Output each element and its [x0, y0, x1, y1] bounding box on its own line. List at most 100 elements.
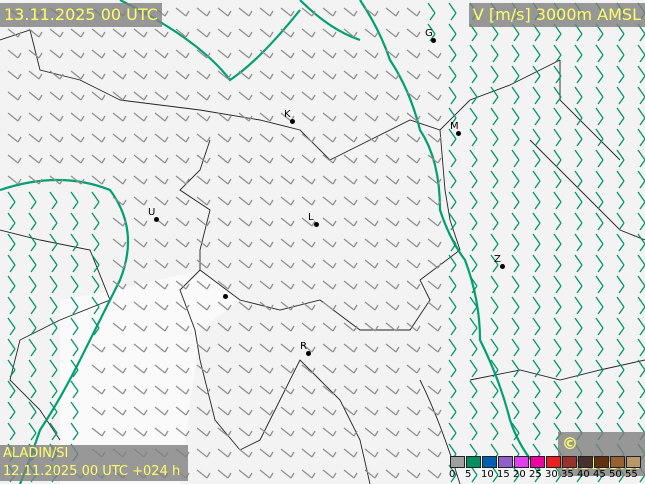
wind-barb [637, 233, 645, 252]
wind-barb [259, 217, 274, 227]
wind-barb [280, 343, 295, 353]
wind-barb [574, 254, 583, 273]
wind-barb [280, 175, 295, 185]
wind-barb [133, 133, 148, 143]
wind-barb [7, 154, 22, 164]
wind-barb [574, 107, 583, 126]
wind-barb [112, 385, 127, 395]
legend-tick: 15 [497, 469, 510, 480]
wind-barb [490, 65, 499, 84]
wind-barb [343, 343, 358, 353]
wind-barb [616, 191, 625, 210]
wind-barb [91, 233, 100, 252]
wind-barb [196, 217, 211, 227]
wind-barb [637, 44, 645, 63]
wind-barb [469, 338, 478, 357]
wind-barb [448, 2, 457, 21]
wind-barb [343, 7, 358, 17]
wind-barb [259, 28, 274, 38]
wind-barb [427, 385, 442, 395]
wind-barb [280, 70, 295, 80]
wind-barb [490, 212, 499, 231]
wind-barb [490, 233, 499, 252]
wind-barb [553, 86, 562, 105]
wind-barb [175, 280, 190, 290]
wind-barb [196, 196, 211, 206]
wind-barb [301, 91, 316, 101]
wind-barb [322, 175, 337, 185]
wind-barb [7, 49, 22, 59]
wind-barb [49, 28, 64, 38]
wind-barb [385, 112, 400, 122]
wind-barb [385, 70, 400, 80]
wind-barb [637, 128, 645, 147]
wind-barb [490, 149, 499, 168]
wind-barb [238, 238, 253, 248]
wind-barb [28, 422, 37, 441]
wind-barb [175, 196, 190, 206]
wind-barb [385, 385, 400, 395]
wind-barb [154, 280, 169, 290]
wind-barb [574, 212, 583, 231]
wind-barb [385, 322, 400, 332]
wind-barb [364, 259, 379, 269]
wind-barb [637, 338, 645, 357]
wind-barb [637, 359, 645, 378]
wind-barb [532, 86, 541, 105]
wind-barb [469, 128, 478, 147]
wind-barb [406, 364, 421, 374]
wind-barb [532, 128, 541, 147]
wind-barb [238, 28, 253, 38]
wind-barb [595, 86, 604, 105]
wind-barb [637, 401, 645, 420]
legend-tick: 10 [481, 469, 494, 480]
wind-barb [196, 343, 211, 353]
wind-barb [469, 254, 478, 273]
wind-barb [553, 149, 562, 168]
wind-barb [385, 301, 400, 311]
wind-barb [49, 175, 64, 185]
wind-barb [343, 469, 358, 479]
wind-barb [91, 70, 106, 80]
wind-barb [70, 91, 85, 101]
wind-barb [511, 128, 520, 147]
wind-barb [7, 422, 16, 441]
wind-barb [175, 133, 190, 143]
wind-barb [70, 275, 79, 294]
wind-barb [511, 464, 520, 483]
legend-tick: 55 [625, 469, 638, 480]
wind-barb [364, 91, 379, 101]
wind-barb [553, 107, 562, 126]
wind-barb [532, 254, 541, 273]
wind-barb [112, 301, 127, 311]
wind-barb [217, 175, 232, 185]
wind-barb [49, 49, 64, 59]
wind-barb [70, 422, 79, 441]
wind-barb [364, 70, 379, 80]
wind-barb [427, 301, 442, 311]
wind-barb [343, 70, 358, 80]
model-label: ALADIN/SI [0, 445, 188, 463]
city-dot [500, 264, 505, 269]
wind-barb [301, 364, 316, 374]
wind-barb [70, 49, 85, 59]
wind-barb [217, 196, 232, 206]
wind-barb [28, 317, 37, 336]
wind-barb [238, 49, 253, 59]
city-label: Z [494, 254, 501, 265]
wind-barb [49, 91, 64, 101]
wind-barb [301, 343, 316, 353]
wind-barb [196, 322, 211, 332]
wind-barb [511, 422, 520, 441]
wind-barb [574, 86, 583, 105]
wind-barb [406, 154, 421, 164]
wind-barb [112, 217, 127, 227]
wind-barb [49, 70, 64, 80]
wind-barb [112, 322, 127, 332]
wind-barb [217, 91, 232, 101]
wind-barb [385, 217, 400, 227]
wind-barb [406, 469, 421, 479]
wind-barb [217, 427, 232, 437]
wind-barb [595, 149, 604, 168]
wind-barb [217, 28, 232, 38]
